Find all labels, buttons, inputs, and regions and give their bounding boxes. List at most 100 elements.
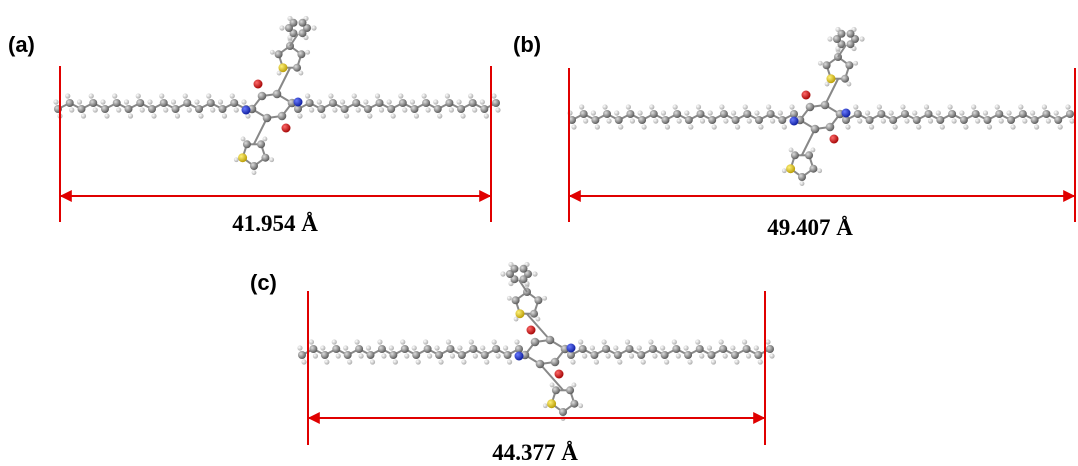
atom <box>472 353 478 359</box>
atom <box>535 359 545 369</box>
atom <box>730 345 736 351</box>
panel-label: (b) <box>513 32 541 57</box>
bond <box>253 117 268 145</box>
atom <box>636 345 642 351</box>
atom <box>1066 110 1074 118</box>
atom <box>377 339 383 345</box>
atom <box>297 345 303 351</box>
atom <box>664 359 670 365</box>
atom <box>578 339 584 345</box>
atom <box>660 345 666 351</box>
atom <box>859 36 865 42</box>
atom <box>198 113 204 119</box>
atom <box>449 353 456 359</box>
atom <box>549 382 555 388</box>
atom <box>766 110 775 118</box>
atom <box>707 351 716 359</box>
atom <box>672 345 681 353</box>
panel-label: (c) <box>250 270 277 295</box>
atom <box>602 345 611 353</box>
atom <box>801 90 811 100</box>
atom <box>206 93 212 99</box>
atom <box>766 345 774 353</box>
atom <box>355 345 364 353</box>
atom <box>570 359 576 365</box>
atom <box>457 105 466 113</box>
atom <box>939 124 945 130</box>
atom <box>309 345 318 353</box>
atom <box>457 345 463 351</box>
atom <box>480 345 486 351</box>
atom <box>112 93 118 99</box>
molecule <box>297 261 775 421</box>
atom <box>994 104 1000 110</box>
atom <box>331 339 337 345</box>
atom <box>618 124 624 130</box>
atom <box>936 116 945 124</box>
atom <box>317 105 326 113</box>
atom <box>688 124 694 130</box>
atom <box>272 89 282 99</box>
atom <box>221 113 228 119</box>
panel-label: (a) <box>8 32 35 57</box>
atom <box>1018 104 1024 110</box>
atom <box>387 105 396 113</box>
atom <box>269 49 275 55</box>
atom <box>1069 118 1075 124</box>
atom <box>559 408 567 416</box>
atom <box>238 153 248 163</box>
atom <box>851 35 859 43</box>
atom <box>400 339 406 345</box>
bond <box>801 128 816 156</box>
atom <box>550 357 560 367</box>
atom <box>410 105 419 113</box>
atom <box>641 124 647 130</box>
atom <box>483 113 489 119</box>
atom <box>159 99 168 107</box>
atom <box>865 116 874 124</box>
atom <box>916 124 922 130</box>
atom <box>375 99 384 107</box>
atom <box>817 60 823 66</box>
atom <box>526 325 536 335</box>
atom <box>788 147 794 153</box>
atom <box>810 124 820 134</box>
atom <box>591 116 600 124</box>
atom <box>790 151 799 160</box>
atom <box>695 345 704 353</box>
atom <box>603 110 612 118</box>
atom <box>301 359 307 365</box>
atom <box>398 93 404 99</box>
atom <box>1022 118 1028 124</box>
atom <box>269 157 275 163</box>
atom <box>218 105 227 113</box>
length-label: 44.377 Å <box>492 440 578 465</box>
atom <box>699 353 705 359</box>
atom <box>579 104 585 110</box>
atom <box>640 359 646 365</box>
atom <box>514 339 520 345</box>
atom <box>778 116 787 124</box>
atom <box>298 70 304 76</box>
atom <box>293 63 302 72</box>
atom <box>590 110 596 116</box>
atom <box>889 116 898 124</box>
atom <box>277 111 287 121</box>
atom <box>1030 110 1036 116</box>
atom <box>789 116 799 126</box>
atom <box>460 113 466 119</box>
atom <box>80 113 87 119</box>
atom <box>354 339 360 345</box>
atom <box>963 124 969 130</box>
atom <box>1007 116 1016 124</box>
length-label: 41.954 Å <box>232 211 318 236</box>
atom <box>995 110 1004 118</box>
atom <box>912 110 918 116</box>
atom <box>293 97 303 107</box>
atom <box>421 93 427 99</box>
atom <box>457 351 466 359</box>
atom <box>506 295 512 301</box>
atom <box>171 105 180 113</box>
bond <box>276 67 291 95</box>
atom <box>614 116 623 124</box>
